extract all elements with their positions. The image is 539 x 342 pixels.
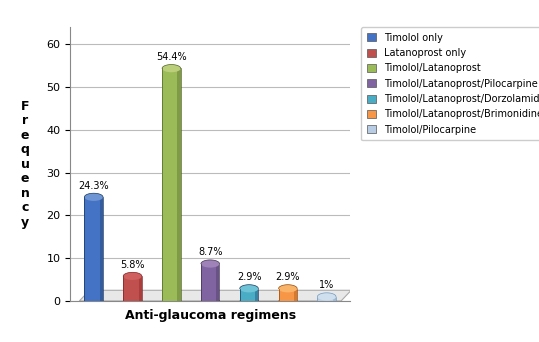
Ellipse shape	[240, 297, 258, 305]
Polygon shape	[255, 289, 258, 301]
Legend: Timolol only, Latanoprost only, Timolol/Latanoprost, Timolol/Latanoprost/Pilocar: Timolol only, Latanoprost only, Timolol/…	[361, 27, 539, 141]
Ellipse shape	[123, 297, 142, 305]
Ellipse shape	[317, 297, 336, 305]
Text: 2.9%: 2.9%	[275, 272, 300, 282]
Polygon shape	[85, 197, 103, 301]
Ellipse shape	[279, 285, 297, 292]
Ellipse shape	[162, 65, 181, 72]
Polygon shape	[123, 276, 142, 301]
Text: F
r
e
q
u
e
n
c
y: F r e q u e n c y	[21, 100, 30, 229]
Text: 5.8%: 5.8%	[120, 260, 145, 270]
Text: 24.3%: 24.3%	[78, 181, 109, 191]
Ellipse shape	[123, 272, 142, 280]
Polygon shape	[177, 68, 181, 301]
Text: 1%: 1%	[319, 280, 334, 290]
Polygon shape	[79, 290, 351, 301]
Polygon shape	[139, 276, 142, 301]
Polygon shape	[240, 289, 258, 301]
Ellipse shape	[279, 297, 297, 305]
Polygon shape	[100, 197, 103, 301]
Text: 54.4%: 54.4%	[156, 52, 186, 62]
Polygon shape	[294, 289, 297, 301]
Polygon shape	[317, 297, 336, 301]
Ellipse shape	[85, 193, 103, 201]
Polygon shape	[162, 68, 181, 301]
Polygon shape	[333, 297, 336, 301]
Polygon shape	[279, 289, 297, 301]
Polygon shape	[216, 264, 219, 301]
Ellipse shape	[317, 293, 336, 301]
Text: 2.9%: 2.9%	[237, 272, 261, 282]
X-axis label: Anti-glaucoma regimens: Anti-glaucoma regimens	[125, 309, 296, 322]
Ellipse shape	[162, 297, 181, 305]
Ellipse shape	[85, 297, 103, 305]
Ellipse shape	[240, 285, 258, 292]
Polygon shape	[201, 264, 219, 301]
Ellipse shape	[201, 260, 219, 267]
Text: 8.7%: 8.7%	[198, 247, 223, 258]
Ellipse shape	[201, 297, 219, 305]
